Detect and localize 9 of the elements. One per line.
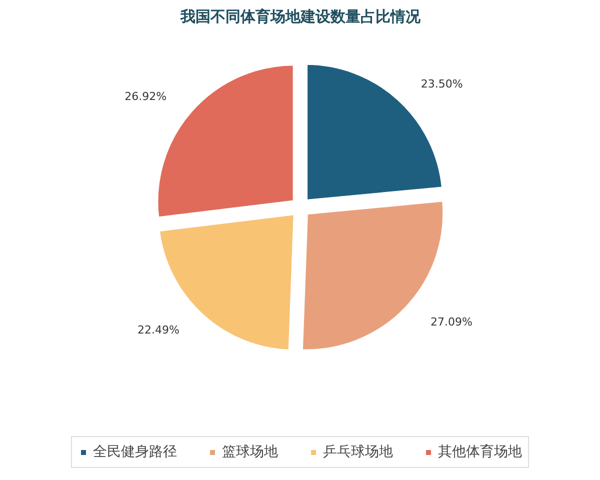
- data-label: 23.50%: [420, 77, 463, 90]
- legend-label: 其他体育场地: [438, 443, 522, 461]
- legend-label: 篮球场地: [222, 443, 278, 461]
- data-label: 27.09%: [430, 315, 473, 328]
- legend-label: 乒乓球场地: [323, 443, 393, 461]
- legend-label: 全民健身路径: [93, 443, 177, 461]
- data-label: 26.92%: [124, 90, 167, 104]
- chart-title: 我国不同体育场地建设数量占比情况: [180, 8, 422, 26]
- data-label: 22.49%: [137, 324, 180, 337]
